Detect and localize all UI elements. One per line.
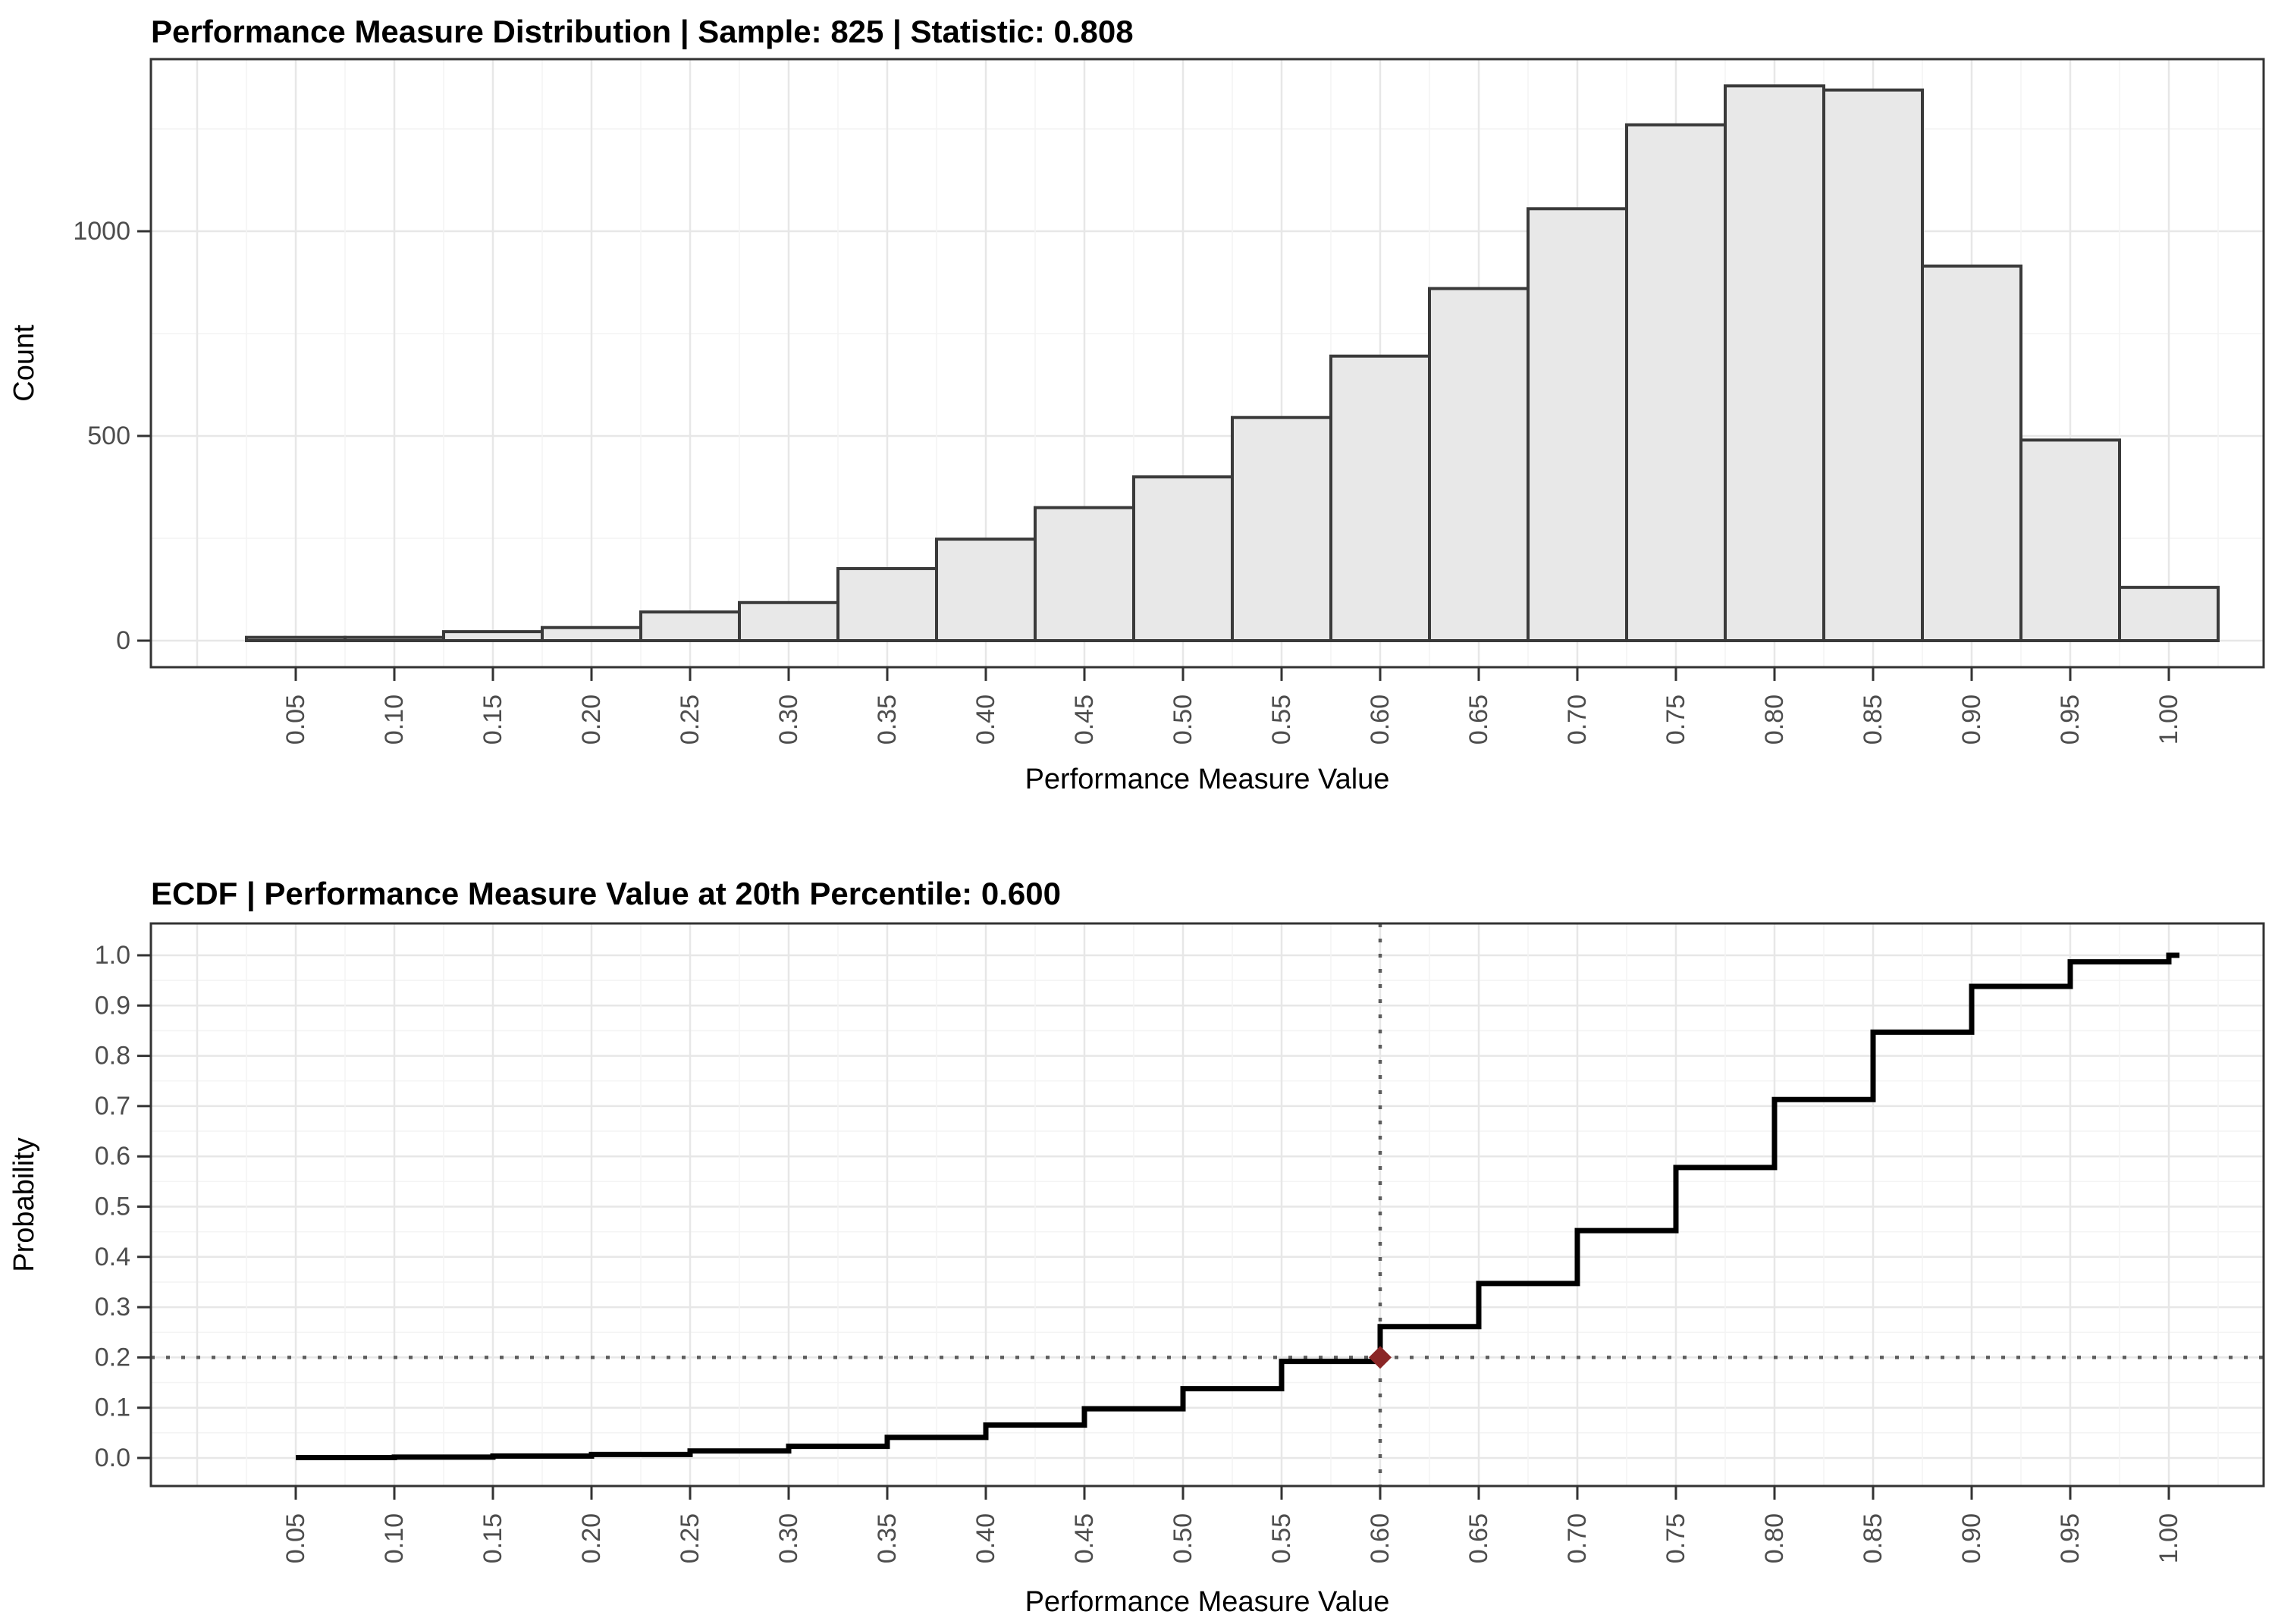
y-tick-label: 0.6 [95,1142,130,1171]
histogram-bar [2019,438,2121,643]
x-tick-label: 0.80 [1760,1513,1789,1563]
x-tick-label: 0.60 [1366,694,1395,745]
x-tick-label: 0.40 [971,1513,1000,1563]
histogram-bar [1034,506,1135,642]
histogram-axis-ticks [137,230,2170,681]
x-tick-label: 0.10 [380,694,409,745]
ecdf-gridlines [151,923,2264,1486]
ecdf-x-axis-title: Performance Measure Value [1025,1586,1390,1618]
x-tick-label: 0.05 [281,1513,310,1563]
histogram-figure: 0.05 0.10 0.15 0.20 0.25 0.30 0.35 0.40 0.45 0.50… [8,14,2265,795]
x-tick-label: 0.10 [380,1513,409,1563]
histogram-bar [1822,88,1924,642]
y-tick-label: 0.2 [95,1343,130,1372]
ecdf-step-line [296,952,2179,1460]
x-tick-label: 0.90 [1957,1513,1986,1563]
x-tick-label: 0.35 [873,694,902,745]
histogram-panel-border [149,58,2265,669]
ecdf-canvas: 0.05 0.10 0.15 0.20 0.25 0.30 0.35 0.40 0.45 0.50… [8,876,2265,1618]
ecdf-reference-lines [151,923,2264,1486]
histogram-bars [245,84,2220,643]
histogram-bar [1231,415,1332,642]
x-tick-label: 0.25 [676,694,704,745]
histogram-canvas: 0.05 0.10 0.15 0.20 0.25 0.30 0.35 0.40 0.45 0.50… [8,14,2265,795]
histogram-bar [245,635,347,642]
histogram-bar [1527,207,1628,642]
y-tick-label: 0.1 [95,1394,130,1422]
histogram-y-axis-title: Count [8,324,40,402]
histogram-bar [2118,585,2220,642]
histogram-bar [1428,287,1530,642]
x-tick-label: 0.60 [1366,1513,1395,1563]
x-tick-label: 0.55 [1267,1513,1296,1563]
y-tick-label: 0.4 [95,1243,130,1271]
y-tick-label: 500 [87,422,130,450]
histogram-bar [1724,84,1825,643]
y-tick-label: 1000 [73,217,130,246]
y-tick-label: 0.3 [95,1293,130,1321]
x-tick-label: 0.20 [577,1513,606,1563]
x-tick-label: 0.50 [1169,1513,1197,1563]
y-tick-label: 0.7 [95,1092,130,1121]
ecdf-y-axis-title: Probability [8,1137,40,1271]
x-tick-label: 0.55 [1267,694,1296,745]
x-tick-label: 0.25 [676,1513,704,1563]
y-tick-label: 0.9 [95,991,130,1020]
x-tick-label: 0.45 [1070,694,1099,745]
x-tick-label: 0.95 [2056,1513,2085,1563]
x-tick-label: 0.95 [2056,694,2085,745]
x-tick-label: 0.50 [1169,694,1197,745]
x-tick-label: 0.40 [971,694,1000,745]
percentile-point-marker [1369,1346,1392,1369]
histogram-title: Performance Measure Distribution | Sampl… [151,14,1134,50]
x-tick-label: 1.00 [2154,1513,2183,1563]
x-tick-label: 0.35 [873,1513,902,1563]
histogram-bar [541,625,642,642]
ecdf-figure: 0.05 0.10 0.15 0.20 0.25 0.30 0.35 0.40 0.45 0.50… [0,812,2275,1624]
histogram-bar [1329,354,1431,642]
histogram-bar [836,566,938,643]
histogram-axis-labels: 0.05 0.10 0.15 0.20 0.25 0.30 0.35 0.40 0.45 0.50… [73,217,2183,745]
y-tick-label: 0.0 [95,1444,130,1472]
ecdf-title: ECDF | Performance Measure Value at 20th… [151,876,1061,912]
histogram-bar [344,635,445,642]
x-tick-label: 0.85 [1859,1513,1887,1563]
x-tick-label: 0.80 [1760,694,1789,745]
x-tick-label: 0.75 [1662,694,1690,745]
x-tick-label: 0.70 [1563,694,1592,745]
x-tick-label: 1.00 [2154,694,2183,745]
x-tick-label: 0.65 [1464,1513,1493,1563]
histogram-bar [639,610,741,643]
x-tick-label: 0.05 [281,694,310,745]
histogram-bar [1921,264,2022,642]
histogram-bar [1625,123,1727,643]
histogram-bar [935,538,1037,643]
histogram-bar [738,600,839,643]
x-tick-label: 0.15 [479,1513,507,1563]
histogram-x-axis-title: Performance Measure Value [1025,763,1390,795]
x-tick-label: 0.15 [479,694,507,745]
x-tick-label: 0.85 [1859,694,1887,745]
y-tick-label: 0 [116,626,130,655]
x-tick-label: 0.45 [1070,1513,1099,1563]
ecdf-panel-border [149,922,2265,1488]
x-tick-label: 0.75 [1662,1513,1690,1563]
x-tick-label: 0.30 [774,1513,803,1563]
x-tick-label: 0.65 [1464,694,1493,745]
histogram-bar [442,630,544,642]
x-tick-label: 0.20 [577,694,606,745]
histogram-bar [1132,475,1234,642]
x-tick-label: 0.90 [1957,694,1986,745]
x-tick-label: 0.30 [774,694,803,745]
x-tick-label: 0.70 [1563,1513,1592,1563]
y-tick-label: 1.0 [95,941,130,970]
ecdf-axis-labels: 0.05 0.10 0.15 0.20 0.25 0.30 0.35 0.40 0.45 0.50… [95,941,2183,1563]
y-tick-label: 0.8 [95,1042,130,1071]
ecdf-axis-ticks [137,954,2170,1500]
y-tick-label: 0.5 [95,1193,130,1221]
